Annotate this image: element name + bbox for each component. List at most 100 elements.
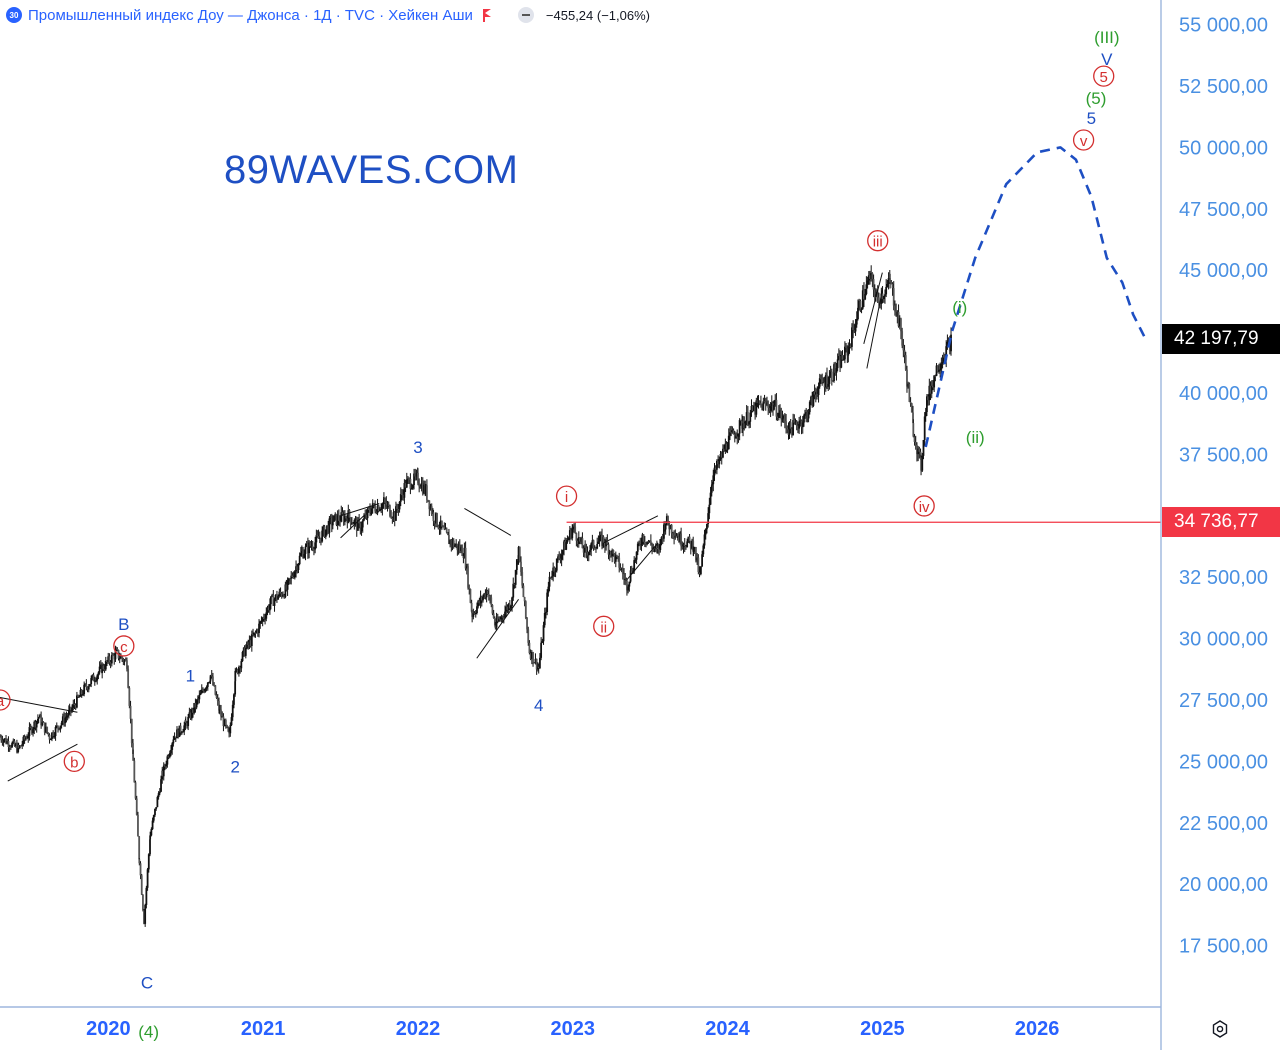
- candle-body: [885, 286, 888, 295]
- flag-icon[interactable]: [482, 8, 494, 22]
- candle-body: [848, 345, 851, 348]
- candle-body: [933, 375, 936, 388]
- candle-body: [252, 634, 254, 636]
- candle-body: [341, 512, 344, 515]
- candle-body: [36, 718, 39, 721]
- candle-body: [560, 554, 563, 560]
- candle-body: [443, 526, 446, 530]
- candle-body: [723, 448, 726, 452]
- projection-line: [924, 146, 1147, 448]
- candle-body: [494, 625, 497, 628]
- candle-body: [270, 596, 272, 605]
- candle-body: [542, 625, 545, 642]
- symbol-title[interactable]: Промышленный индекс Доу — Джонса · 1Д · …: [28, 6, 473, 24]
- candle-body: [204, 688, 207, 692]
- candle-body: [750, 405, 753, 413]
- candle-body: [170, 749, 172, 754]
- candle-body: [675, 535, 678, 538]
- candle-body: [772, 402, 774, 410]
- candle-body: [726, 449, 729, 451]
- candle-body: [643, 541, 646, 543]
- settings-icon[interactable]: [1211, 1020, 1229, 1038]
- candle-body: [41, 722, 44, 726]
- candle-body: [849, 345, 852, 347]
- candle-body: [114, 651, 117, 660]
- timeframe-badge: 30: [6, 7, 22, 23]
- candle-body: [878, 297, 880, 303]
- candle-body: [646, 541, 649, 545]
- candle-body: [173, 736, 176, 740]
- candle-body: [192, 709, 194, 713]
- candle-body: [231, 704, 234, 718]
- x-tick-label: 2024: [705, 1018, 750, 1040]
- candle-body: [808, 401, 811, 413]
- candle-body: [891, 283, 894, 289]
- candle-body: [817, 386, 820, 396]
- candle-body: [707, 513, 710, 524]
- candle-body: [729, 432, 731, 436]
- candle-body: [717, 460, 720, 465]
- candle-body: [65, 716, 68, 718]
- candle-body: [23, 736, 26, 740]
- candle-body: [508, 604, 511, 609]
- candle-body: [16, 744, 18, 753]
- candle-body: [316, 535, 319, 537]
- candle-body: [756, 400, 759, 404]
- candle-body: [593, 548, 596, 550]
- candle-body: [460, 547, 462, 551]
- wave-label-circle: [1072, 129, 1095, 151]
- candle-body: [530, 652, 533, 659]
- candle-body: [95, 680, 97, 682]
- candle-body: [331, 521, 334, 526]
- candle-body: [387, 504, 390, 506]
- candle-body: [79, 690, 82, 697]
- candle-body: [46, 726, 49, 733]
- candle-body: [658, 548, 661, 550]
- candle-body: [892, 288, 895, 306]
- wave-label: ii: [600, 619, 607, 636]
- candle-body: [287, 578, 290, 581]
- candle-body: [640, 543, 643, 546]
- candle-body: [547, 586, 550, 593]
- candle-body: [258, 623, 260, 633]
- brand-watermark: 89WAVES.COM: [224, 148, 519, 192]
- candle-body: [284, 584, 287, 598]
- candle-body: [115, 649, 117, 652]
- candle-body: [738, 420, 741, 434]
- candle-body: [487, 593, 490, 597]
- candle-body: [377, 505, 380, 511]
- candle-body: [317, 536, 320, 539]
- candle-body: [226, 725, 228, 728]
- candle-body: [894, 305, 896, 312]
- candle-body: [654, 545, 657, 549]
- candle-body: [626, 580, 628, 591]
- candle-body: [695, 547, 697, 561]
- collapse-icon[interactable]: [517, 7, 534, 23]
- candle-body: [563, 541, 565, 551]
- candle-body: [12, 740, 15, 744]
- candle-body: [282, 595, 284, 597]
- candle-body: [145, 887, 148, 905]
- candle-body: [610, 551, 612, 557]
- wave-label-circle: [63, 750, 85, 773]
- candle-body: [865, 284, 868, 295]
- candle-body: [22, 736, 25, 745]
- candle-body: [295, 566, 297, 572]
- candle-body: [32, 729, 34, 733]
- candle-body: [693, 547, 696, 550]
- candle-body: [165, 764, 168, 767]
- candle-body: [156, 797, 159, 808]
- candle-body: [482, 596, 484, 601]
- candle-body: [342, 514, 345, 523]
- candle-body: [831, 380, 834, 382]
- candle-body: [180, 732, 183, 734]
- candle-body: [540, 642, 543, 658]
- candle-body: [823, 382, 826, 388]
- candle-body: [590, 543, 593, 550]
- candle-body: [900, 318, 902, 332]
- candle-body: [97, 672, 100, 676]
- candle-body: [84, 684, 87, 686]
- candle-body: [315, 535, 318, 543]
